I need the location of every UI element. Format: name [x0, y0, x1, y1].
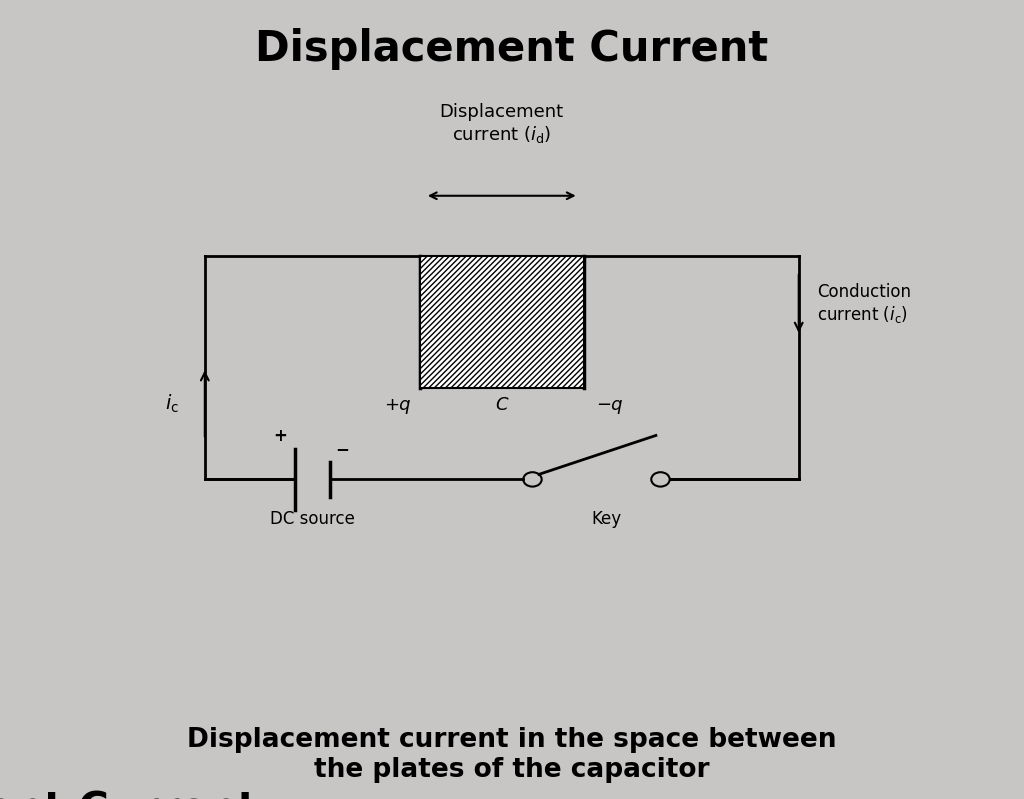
Text: Key: Key: [592, 510, 622, 528]
Text: Displacement Current: Displacement Current: [255, 28, 769, 70]
Text: Displacement Current: Displacement Current: [0, 789, 257, 799]
Bar: [420, 256, 584, 388]
Text: Conduction
current ($i_\mathrm{c}$): Conduction current ($i_\mathrm{c}$): [817, 283, 911, 324]
Text: −q: −q: [596, 396, 623, 414]
Text: Displacement current in the space between
the plates of the capacitor: Displacement current in the space betwee…: [187, 727, 837, 783]
Text: +q: +q: [384, 396, 411, 414]
Text: +: +: [273, 427, 288, 445]
Text: Displacement
current ($i_\mathrm{d}$): Displacement current ($i_\mathrm{d}$): [439, 103, 564, 145]
Text: −: −: [335, 439, 349, 458]
Text: C: C: [496, 396, 508, 414]
Text: $i_\mathrm{c}$: $i_\mathrm{c}$: [165, 392, 179, 415]
Text: DC source: DC source: [270, 510, 354, 528]
